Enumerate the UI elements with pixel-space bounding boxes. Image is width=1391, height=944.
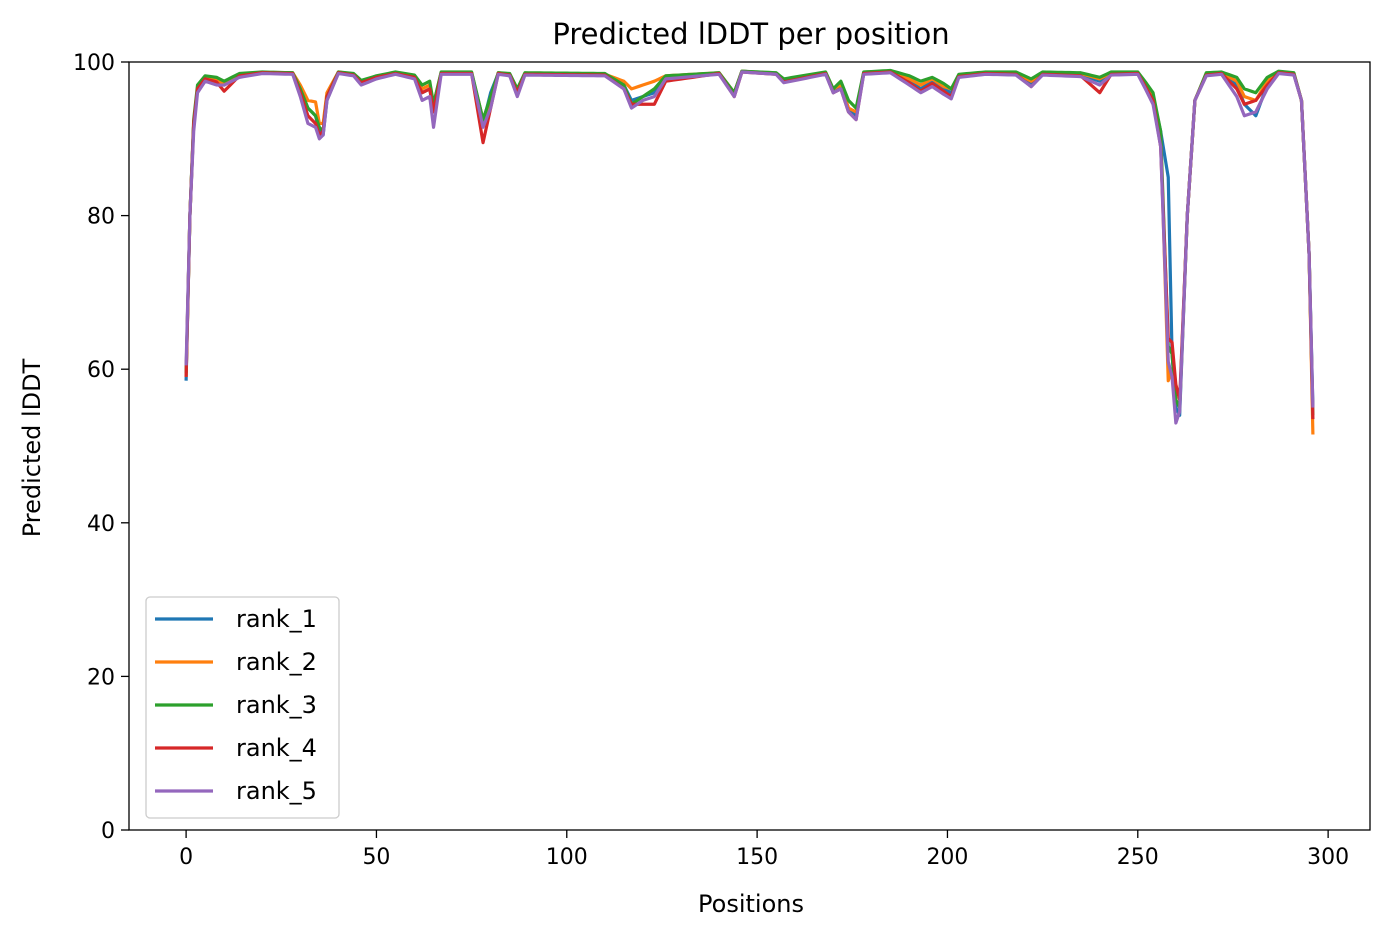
y-axis-label: Predicted lDDT <box>18 358 46 537</box>
y-tick-label: 40 <box>87 512 115 537</box>
series-line-rank_1 <box>184 69 1315 417</box>
legend-items: rank_1 rank_2 rank_3 rank_4 rank_5 <box>155 605 317 805</box>
y-tick-label: 0 <box>101 819 115 844</box>
x-tick-label: 200 <box>926 845 968 870</box>
y-tick-label: 60 <box>87 358 115 383</box>
legend-label-rank_2: rank_2 <box>236 648 317 676</box>
legend-label-rank_4: rank_4 <box>236 734 317 762</box>
x-axis-label: Positions <box>698 890 804 918</box>
x-tick-label: 50 <box>362 845 390 870</box>
series-line-rank_2 <box>184 69 1315 435</box>
y-tick-label: 80 <box>87 205 115 230</box>
x-tick-label: 0 <box>179 845 193 870</box>
legend: rank_1 rank_2 rank_3 rank_4 rank_5 <box>145 596 340 819</box>
x-tick-label: 300 <box>1307 845 1349 870</box>
legend-label-rank_1: rank_1 <box>236 605 317 633</box>
legend-frame <box>145 596 340 819</box>
x-tick-label: 150 <box>736 845 778 870</box>
legend-label-rank_5: rank_5 <box>236 777 317 805</box>
x-axis-ticks: 0 50 100 150 200 250 300 <box>179 830 1349 870</box>
series-line-rank_4 <box>184 70 1315 420</box>
series-line-rank_3 <box>184 68 1315 416</box>
x-tick-label: 250 <box>1117 845 1159 870</box>
x-tick-label: 100 <box>546 845 588 870</box>
series-line-rank_5 <box>184 70 1315 425</box>
plot-area-frame <box>128 61 1371 831</box>
chart-title: Predicted lDDT per position <box>552 17 949 51</box>
series-lines <box>184 68 1315 435</box>
legend-label-rank_3: rank_3 <box>236 691 317 719</box>
y-axis-ticks: 0 20 40 60 80 100 <box>73 51 129 844</box>
y-tick-label: 100 <box>73 51 115 76</box>
y-tick-label: 20 <box>87 665 115 690</box>
